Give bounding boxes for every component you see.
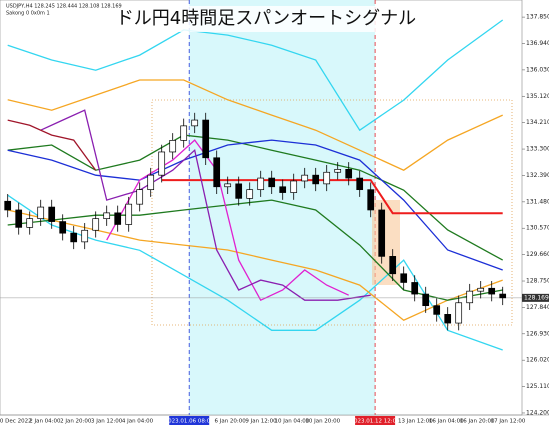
candle-body	[444, 314, 452, 324]
candle-body	[103, 212, 111, 220]
candle-body	[466, 290, 474, 304]
candle-body	[114, 212, 122, 225]
y-tick-label: 137.850	[526, 14, 549, 21]
candle-body	[136, 189, 144, 205]
candle-body	[81, 229, 89, 243]
indicator-line	[161, 179, 503, 215]
x-tick-label: 10 Jan 04:00	[274, 419, 309, 425]
x-tick-label: 13 Jan 12:00	[398, 419, 433, 425]
candle-body	[235, 183, 243, 199]
chart-title: ドル円4時間足スパンオートシグナル	[116, 8, 416, 29]
marker-label-bg	[355, 416, 396, 425]
header: USDJPY,H4 128.245 128.444 128.108 128.16…	[6, 4, 122, 10]
candle-body	[246, 189, 254, 199]
y-tick-label: 136.030	[526, 66, 549, 73]
marker-label-bg	[169, 416, 210, 425]
y-tick-label: 126.020	[526, 357, 549, 364]
x-tick-label: 30 Dec 2022	[0, 419, 32, 425]
candle-body	[70, 232, 78, 243]
candle-body	[125, 203, 133, 225]
x-tick-label: 9 Jan 12:00	[245, 419, 277, 425]
candle-body	[499, 293, 507, 299]
indicator-line	[7, 79, 503, 171]
candle-body	[422, 293, 430, 307]
x-tick-label: 3 Jan 12:00	[91, 419, 123, 425]
candle-body	[323, 171, 331, 185]
candle-body	[37, 206, 45, 220]
candle-body	[202, 119, 210, 159]
candle-body	[26, 218, 34, 228]
candle-body	[158, 151, 166, 176]
candle-body	[224, 183, 232, 188]
y-tick-label: 128.750	[526, 278, 549, 285]
range-box	[151, 99, 513, 326]
candle-body	[477, 287, 485, 292]
x-tick-label: 4 Jan 04:00	[122, 419, 154, 425]
marker-label: 2023.01.12 12:00	[351, 419, 401, 425]
candle-body	[301, 174, 309, 182]
candle-body	[213, 157, 221, 188]
candle-body	[169, 140, 177, 153]
candle-body	[488, 287, 496, 295]
y-tick-label: 135.120	[526, 93, 549, 100]
candle-body	[290, 180, 298, 193]
highlight-zone	[189, 0, 376, 415]
y-tick-label: 125.110	[526, 383, 549, 390]
candle-body	[92, 218, 100, 231]
x-tick-label: 2 Jan 04:00	[29, 419, 61, 425]
candle-body	[433, 305, 441, 315]
y-tick-label: 136.940	[526, 40, 549, 47]
candle-body	[455, 302, 463, 324]
x-tick-label: 6 Jan 20:00	[214, 419, 246, 425]
price-label-bg	[522, 293, 549, 302]
candle-body	[191, 119, 199, 127]
candle-body	[312, 174, 320, 185]
x-tick-label: 16 Jan 04:00	[429, 419, 464, 425]
candle-body	[268, 177, 276, 188]
indicator-line	[7, 134, 504, 261]
indicator-line	[7, 139, 503, 271]
indicator-label: Sakong 0 0x0m 1	[6, 11, 50, 17]
price-label: 128.169	[524, 294, 549, 301]
indicator-line	[7, 119, 97, 171]
candle-body	[48, 206, 56, 222]
candle-body	[147, 174, 155, 191]
title-bg	[140, 6, 392, 32]
y-tick-label: 124.200	[526, 409, 549, 416]
candle-body	[400, 273, 408, 283]
candle-body	[411, 282, 419, 295]
y-tick-label: 132.390	[526, 172, 549, 179]
y-tick-label: 127.840	[526, 304, 549, 311]
y-tick-label: 129.660	[526, 251, 549, 258]
x-tick-label: 2 Jan 20:00	[60, 419, 92, 425]
candle-body	[59, 221, 67, 234]
candle-body	[279, 186, 287, 193]
candle-body	[367, 189, 375, 211]
x-tick-label: 16 Jan 20:00	[460, 419, 495, 425]
marker-label: 2023.01.06 08:00	[165, 419, 215, 425]
x-tick-label: 17 Jan 12:00	[491, 419, 526, 425]
candle-body	[334, 169, 342, 173]
candle-body	[389, 256, 397, 275]
y-tick-label: 131.480	[526, 198, 549, 205]
y-tick-label: 133.300	[526, 146, 549, 153]
indicator-line	[7, 209, 503, 321]
y-tick-label: 126.930	[526, 330, 549, 337]
y-tick-label: 130.570	[526, 225, 549, 232]
indicator-line	[7, 194, 503, 351]
candle-body	[345, 169, 353, 179]
candle-body	[378, 209, 386, 257]
candle-body	[356, 177, 364, 191]
indicator-line	[7, 19, 504, 132]
candle-body	[15, 209, 23, 228]
candle-body	[257, 177, 265, 191]
candle-body	[4, 200, 12, 211]
y-tick-label: 134.210	[526, 119, 549, 126]
x-tick-label: 10 Jan 20:00	[305, 419, 340, 425]
candle-body	[180, 125, 188, 141]
